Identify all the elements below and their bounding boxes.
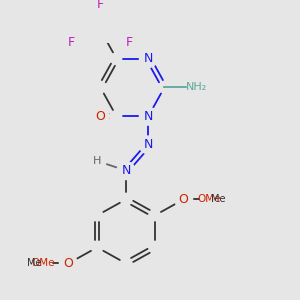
- Text: O: O: [179, 193, 188, 206]
- Circle shape: [140, 50, 158, 68]
- Text: F: F: [68, 36, 75, 49]
- Text: F: F: [126, 36, 133, 49]
- Text: F: F: [97, 0, 104, 11]
- Circle shape: [59, 254, 77, 272]
- Text: O: O: [95, 110, 105, 123]
- Circle shape: [140, 107, 158, 125]
- Text: OMe: OMe: [197, 194, 221, 204]
- Text: N: N: [144, 110, 153, 123]
- Circle shape: [200, 190, 218, 208]
- Text: N: N: [121, 164, 131, 177]
- Circle shape: [188, 78, 206, 96]
- Text: Me: Me: [211, 194, 225, 204]
- Text: O: O: [63, 257, 73, 270]
- Text: NH₂: NH₂: [186, 82, 207, 92]
- Text: OMe: OMe: [31, 258, 55, 268]
- Circle shape: [140, 136, 158, 154]
- Circle shape: [117, 162, 135, 179]
- Circle shape: [175, 190, 193, 208]
- Circle shape: [92, 0, 109, 13]
- Text: N: N: [144, 139, 153, 152]
- Text: Me: Me: [27, 258, 41, 268]
- Circle shape: [92, 107, 109, 125]
- Circle shape: [63, 34, 80, 52]
- Circle shape: [88, 152, 106, 170]
- Text: N: N: [144, 52, 153, 65]
- Circle shape: [120, 34, 138, 52]
- Text: H: H: [93, 156, 101, 166]
- Circle shape: [34, 254, 52, 272]
